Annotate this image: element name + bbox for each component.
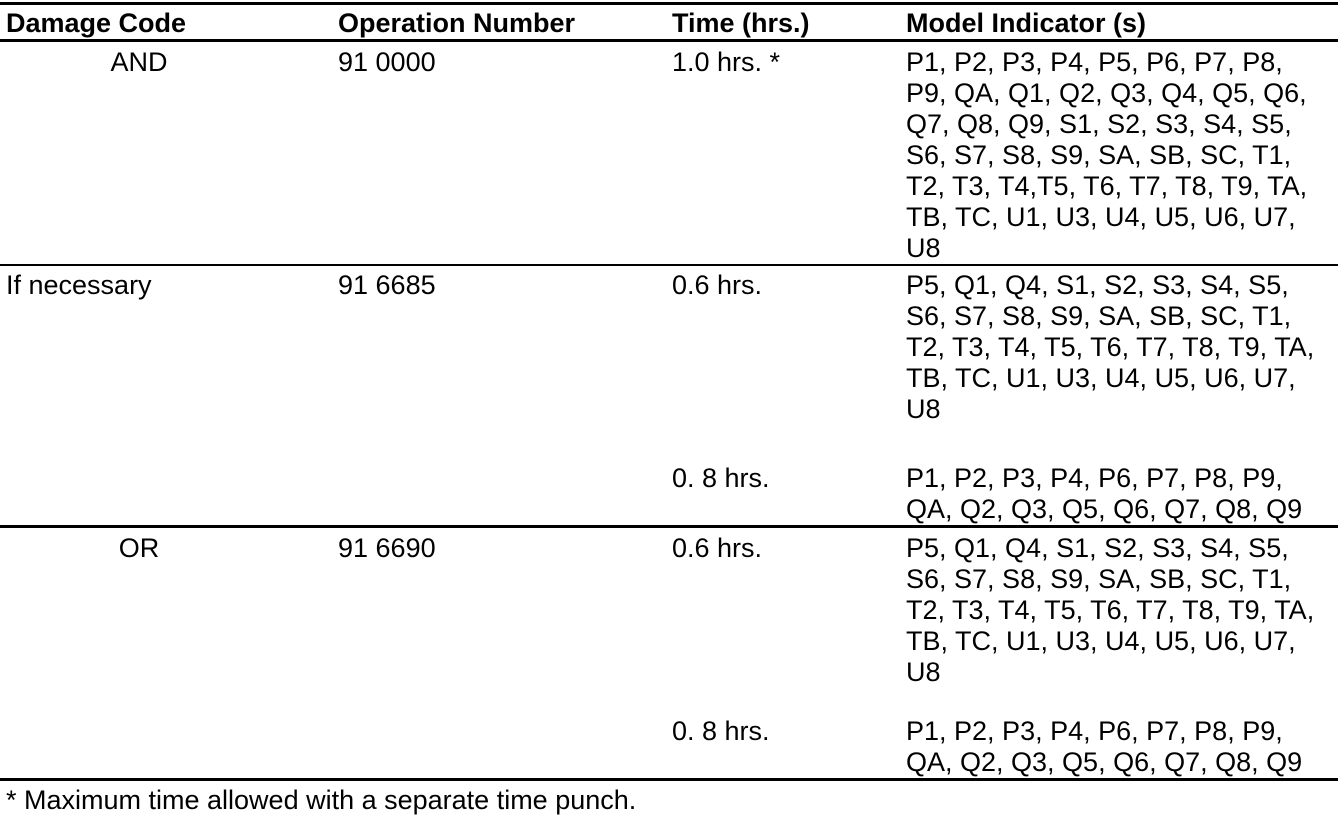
header-underline-rule [0,39,1338,42]
time-entry: 0.6 hrs. P5, Q1, Q4, S1, S2, S3, S4, S5,… [672,270,1338,425]
cell-model-indicators: P5, Q1, Q4, S1, S2, S3, S4, S5, S6, S7, … [906,270,1315,424]
time-entry: 0. 8 hrs. P1, P2, P3, P4, P6, P7, P8, P9… [672,716,1338,778]
row-divider-rule [0,264,1338,266]
cell-time: 0. 8 hrs. [672,716,770,746]
cell-operation-number: 91 0000 [338,47,436,77]
time-entry: 1.0 hrs. * P1, P2, P3, P4, P5, P6, P7, P… [672,47,1338,264]
cell-operation-number: 91 6690 [338,533,436,563]
cell-time: 0.6 hrs. [672,533,763,563]
table-row: OR 91 6690 0.6 hrs. P5, Q1, Q4, S1, S2, … [0,528,1338,778]
row-entries: 1.0 hrs. * P1, P2, P3, P4, P5, P6, P7, P… [672,47,1338,264]
cell-model-indicators: P1, P2, P3, P4, P6, P7, P8, P9, QA, Q2, … [906,463,1303,524]
cell-time: 0. 8 hrs. [672,463,770,493]
cell-time: 1.0 hrs. * [672,47,781,77]
col-header-operation-number: Operation Number [338,8,576,38]
col-header-damage-code: Damage Code [6,8,187,38]
cell-damage-code: AND [110,47,168,77]
cell-time: 0.6 hrs. [672,270,763,300]
col-header-model-indicators: Model Indicator (s) [906,8,1147,38]
table-row: If necessary 91 6685 0.6 hrs. P5, Q1, Q4… [0,266,1338,525]
table-bottom-rule [0,778,1338,781]
time-entry: 0.6 hrs. P5, Q1, Q4, S1, S2, S3, S4, S5,… [672,533,1338,688]
cell-damage-code: OR [118,533,160,563]
cell-damage-code: If necessary [6,270,152,300]
cell-model-indicators: P1, P2, P3, P4, P6, P7, P8, P9, QA, Q2, … [906,716,1303,777]
row-divider-rule [0,525,1338,528]
cell-model-indicators: P5, Q1, Q4, S1, S2, S3, S4, S5, S6, S7, … [906,533,1315,687]
row-entries: 0.6 hrs. P5, Q1, Q4, S1, S2, S3, S4, S5,… [672,270,1338,525]
table-row: AND 91 0000 1.0 hrs. * P1, P2, P3, P4, P… [0,42,1338,264]
cell-operation-number: 91 6685 [338,270,436,300]
cell-model-indicators: P1, P2, P3, P4, P5, P6, P7, P8, P9, QA, … [906,47,1308,263]
row-entries: 0.6 hrs. P5, Q1, Q4, S1, S2, S3, S4, S5,… [672,533,1338,778]
time-entry: 0. 8 hrs. P1, P2, P3, P4, P6, P7, P8, P9… [672,463,1338,525]
col-header-time: Time (hrs.) [672,8,810,38]
footnote: * Maximum time allowed with a separate t… [6,785,637,815]
table-top-rule [0,2,1338,5]
table-header-row: Damage Code Operation Number Time (hrs.)… [0,5,1338,39]
